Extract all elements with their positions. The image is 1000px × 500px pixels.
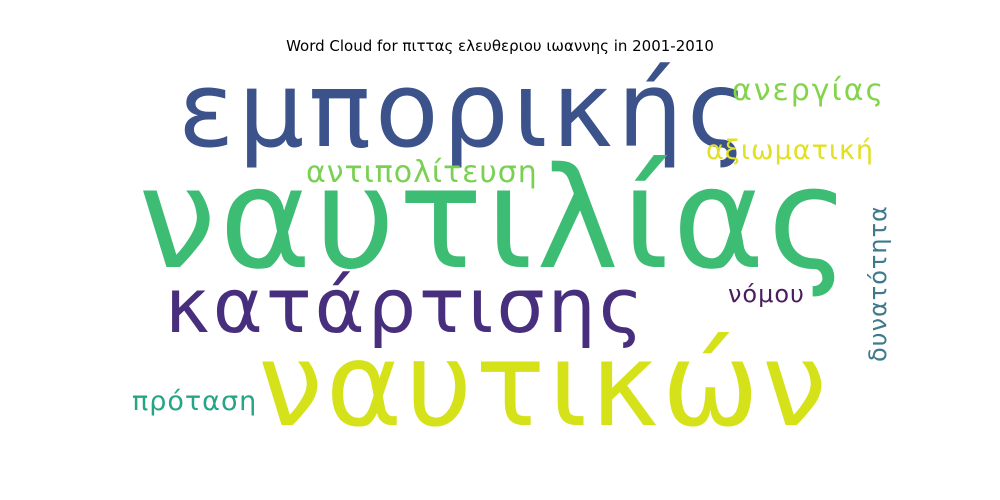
word-emporikis: εμπορικής	[178, 49, 753, 171]
word-axiomatiki: αξιωματική	[706, 135, 874, 166]
word-antipoliteusi: αντιπολίτευση	[306, 155, 538, 190]
word-nautikon: ναυτικών	[258, 318, 830, 453]
word-katartisis: κατάρτισης	[165, 261, 647, 350]
word-protasi: πρόταση	[132, 386, 258, 417]
chart-title: Word Cloud for πιττας ελευθεριου ιωαννης…	[286, 37, 714, 55]
word-dynatotita: δυνατότητα	[864, 205, 892, 362]
word-anergias: ανεργίας	[732, 73, 886, 108]
word-nautilias: ναυτιλίας	[138, 138, 853, 301]
word-nomou: νόμου	[728, 280, 805, 308]
